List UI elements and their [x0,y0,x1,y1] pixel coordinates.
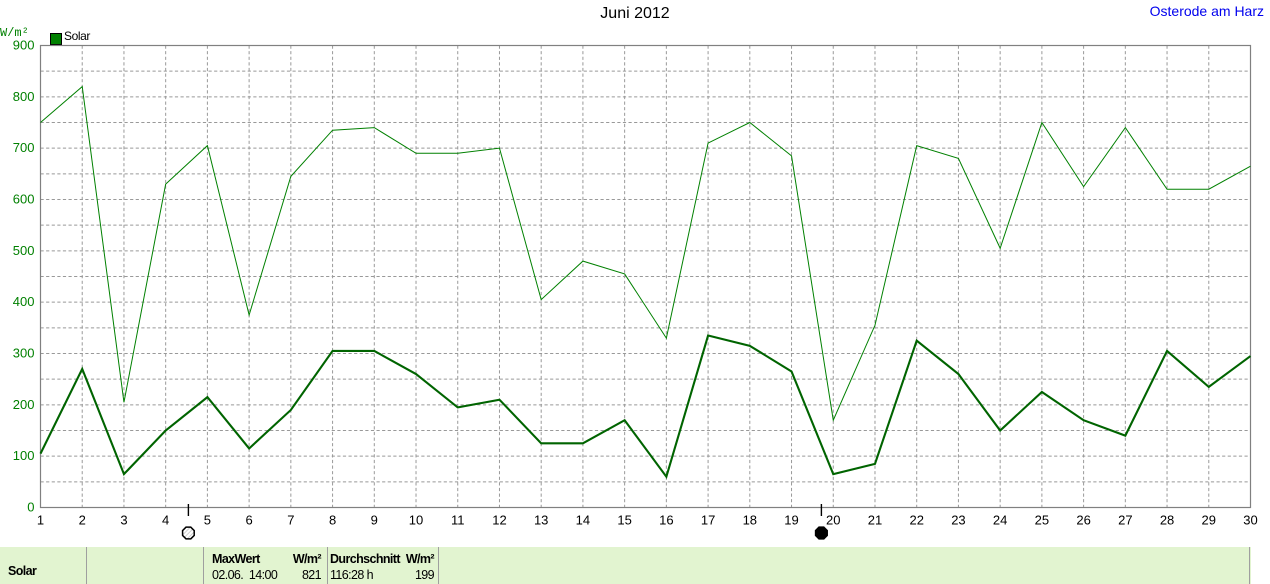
svg-text:29: 29 [1202,513,1216,528]
svg-text:30: 30 [1243,513,1257,528]
svg-text:10: 10 [409,513,423,528]
svg-text:2: 2 [79,513,86,528]
svg-text:400: 400 [13,294,35,309]
svg-text:21: 21 [868,513,882,528]
svg-text:8: 8 [329,513,336,528]
svg-text:600: 600 [13,192,35,207]
svg-text:13: 13 [534,513,548,528]
svg-text:0: 0 [27,500,34,515]
svg-text:12: 12 [492,513,506,528]
svg-text:28: 28 [1160,513,1174,528]
svg-text:900: 900 [13,38,35,53]
svg-text:4: 4 [162,513,169,528]
svg-text:27: 27 [1118,513,1132,528]
svg-text:100: 100 [13,448,35,463]
svg-text:15: 15 [617,513,631,528]
svg-text:700: 700 [13,140,35,155]
svg-text:500: 500 [13,243,35,258]
svg-text:24: 24 [993,513,1007,528]
svg-text:3: 3 [120,513,127,528]
svg-text:5: 5 [204,513,211,528]
svg-text:25: 25 [1035,513,1049,528]
svg-text:1: 1 [37,513,44,528]
svg-text:19: 19 [784,513,798,528]
svg-text:300: 300 [13,346,35,361]
svg-text:16: 16 [659,513,673,528]
svg-text:11: 11 [451,513,465,528]
svg-text:200: 200 [13,397,35,412]
svg-text:26: 26 [1076,513,1090,528]
svg-text:6: 6 [246,513,253,528]
svg-text:9: 9 [371,513,378,528]
svg-text:23: 23 [951,513,965,528]
svg-text:800: 800 [13,89,35,104]
svg-text:17: 17 [701,513,715,528]
svg-text:7: 7 [287,513,294,528]
svg-text:22: 22 [909,513,923,528]
svg-text:20: 20 [826,513,840,528]
svg-text:18: 18 [743,513,757,528]
svg-text:14: 14 [576,513,590,528]
